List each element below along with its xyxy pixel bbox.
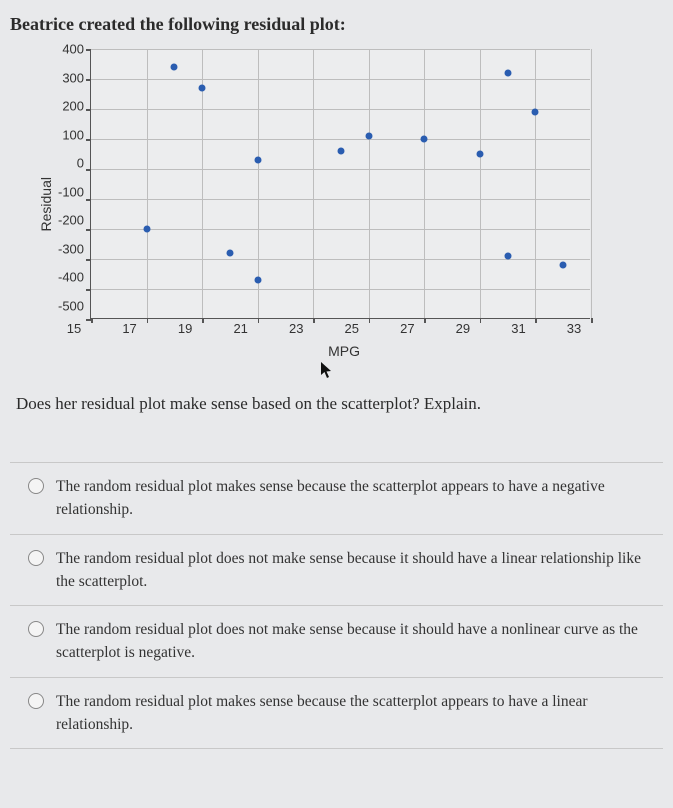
data-point	[226, 250, 233, 257]
chart-container: Residual 4003002001000-100-200-300-400-5…	[38, 49, 663, 359]
data-point	[171, 64, 178, 71]
plot-column: 4003002001000-100-200-300-400-500 151719…	[58, 49, 590, 359]
x-tick-labels: 15171921232527293133	[74, 319, 574, 337]
data-point	[532, 109, 539, 116]
y-tick-labels: 4003002001000-100-200-300-400-500	[58, 49, 84, 319]
data-point	[365, 133, 372, 140]
question-page: Beatrice created the following residual …	[0, 0, 673, 759]
cursor-icon	[320, 361, 663, 384]
radio-icon	[28, 693, 44, 709]
radio-icon	[28, 621, 44, 637]
data-point	[504, 70, 511, 77]
option-text: The random residual plot makes sense bec…	[56, 475, 653, 522]
option-c[interactable]: The random residual plot does not make s…	[10, 606, 663, 678]
option-text: The random residual plot makes sense bec…	[56, 690, 653, 737]
option-d[interactable]: The random residual plot makes sense bec…	[10, 678, 663, 750]
data-point	[338, 148, 345, 155]
y-axis-label: Residual	[38, 177, 54, 231]
option-b[interactable]: The random residual plot does not make s…	[10, 535, 663, 607]
data-point	[476, 151, 483, 158]
question-title: Beatrice created the following residual …	[10, 14, 663, 35]
radio-icon	[28, 478, 44, 494]
option-text: The random residual plot does not make s…	[56, 618, 653, 665]
x-axis-label: MPG	[328, 343, 360, 359]
data-point	[143, 226, 150, 233]
radio-icon	[28, 550, 44, 566]
option-text: The random residual plot does not make s…	[56, 547, 653, 594]
data-point	[504, 253, 511, 260]
answer-options: The random residual plot makes sense bec…	[10, 462, 663, 749]
data-point	[254, 157, 261, 164]
data-point	[560, 262, 567, 269]
question-prompt: Does her residual plot make sense based …	[16, 394, 657, 414]
data-point	[421, 136, 428, 143]
scatter-plot-area	[90, 49, 590, 319]
data-point	[199, 85, 206, 92]
option-a[interactable]: The random residual plot makes sense bec…	[10, 463, 663, 535]
plot-row: 4003002001000-100-200-300-400-500	[58, 49, 590, 319]
data-point	[254, 277, 261, 284]
